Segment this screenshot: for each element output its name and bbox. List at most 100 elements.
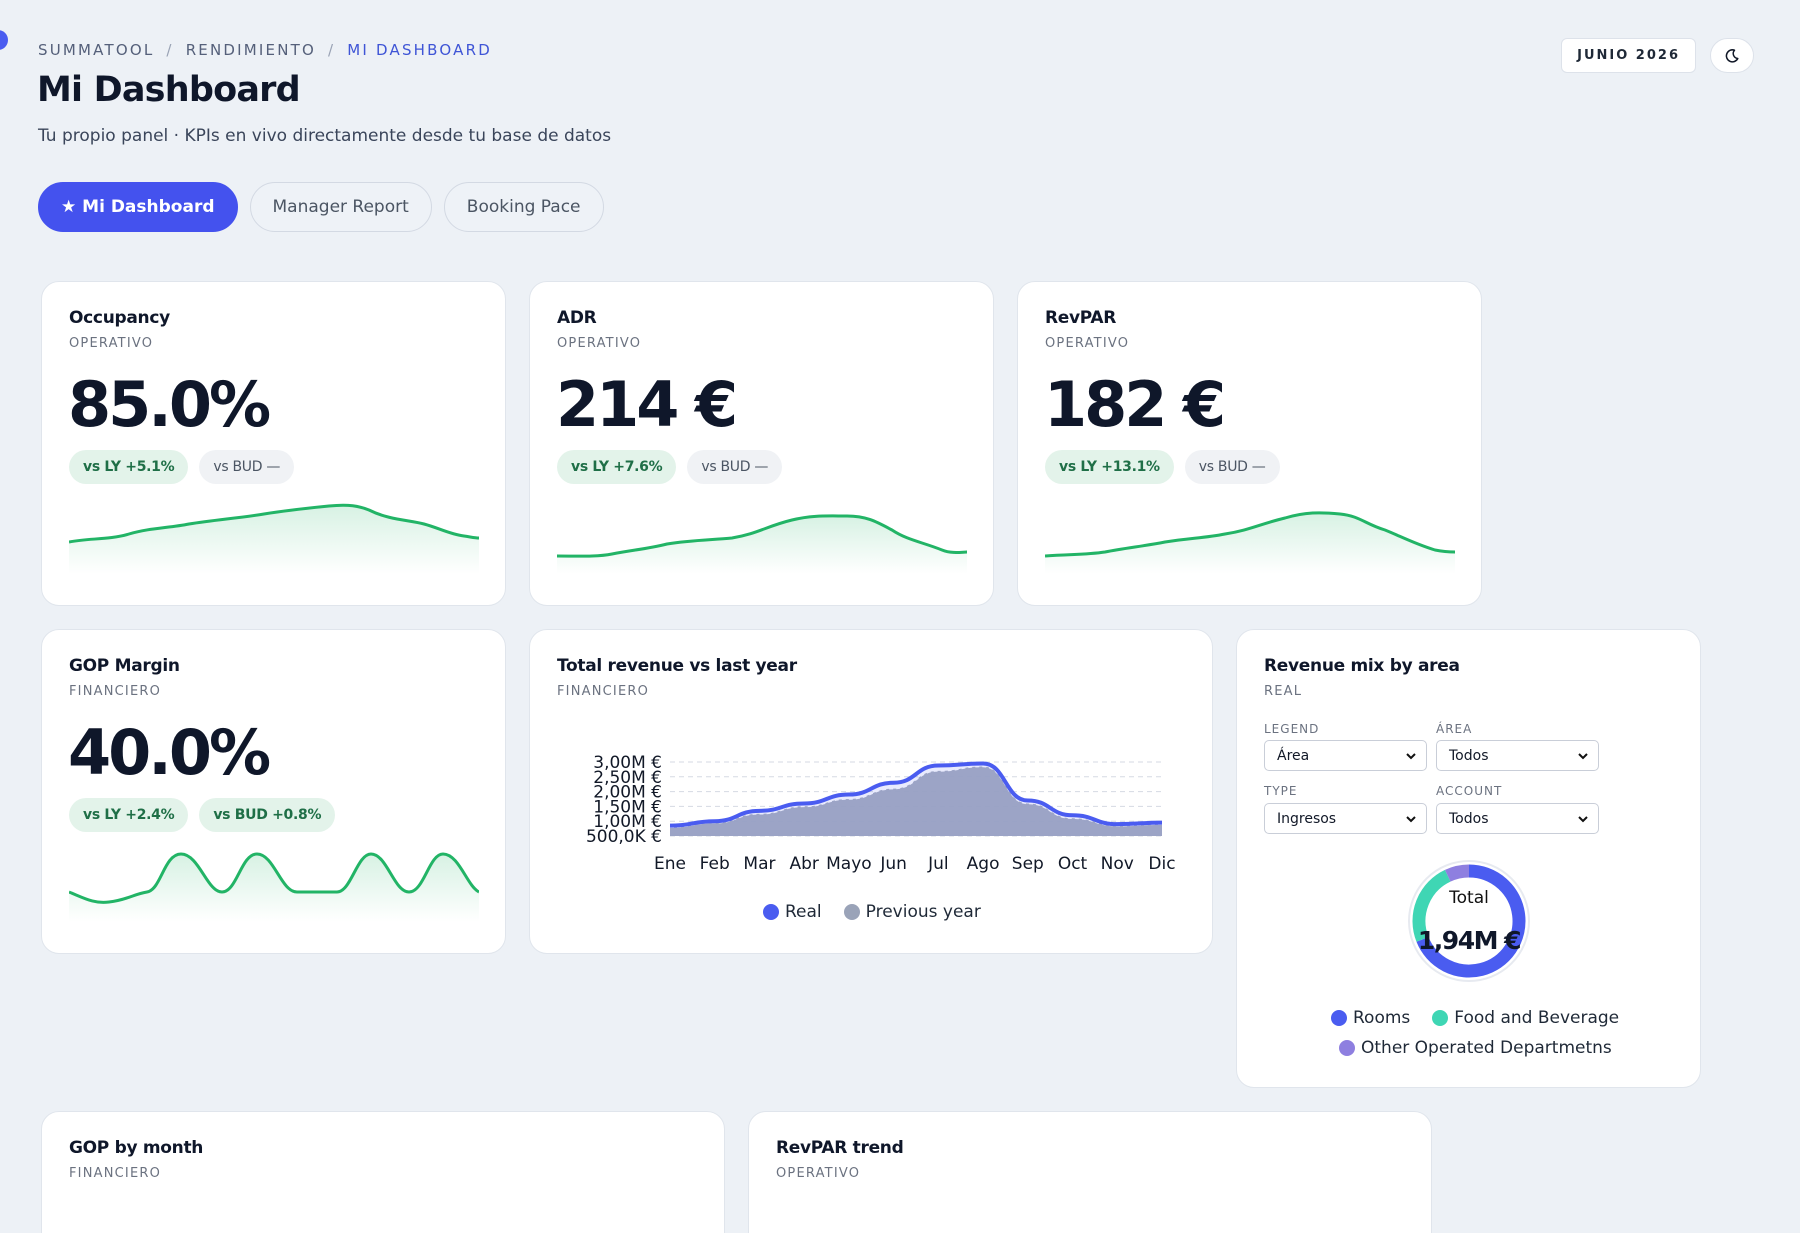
theme-toggle-button[interactable] <box>1710 38 1754 73</box>
card-title: RevPAR <box>1045 308 1117 328</box>
x-tick-label: Ene <box>654 854 686 874</box>
previous-year-area <box>670 766 1162 836</box>
x-tick-label: Jun <box>879 854 907 874</box>
chevron-down-icon <box>1406 753 1416 760</box>
mix-chart-legend: Rooms Food and Beverage <box>1331 1008 1619 1028</box>
card-title: Revenue mix by area <box>1264 656 1460 676</box>
x-tick-label: Oct <box>1058 854 1088 874</box>
legend-dot-real <box>763 904 779 920</box>
occupancy-sparkline <box>69 503 479 574</box>
legend-dot-previous-year <box>843 904 860 920</box>
chevron-down-icon <box>1578 816 1588 823</box>
legend-item-food-and-beverage[interactable]: Food and Beverage <box>1432 1008 1619 1028</box>
breadcrumb: SUMMATOOL / RENDIMIENTO / MI DASHBOARD <box>38 41 492 59</box>
x-tick-label: Ago <box>967 854 1000 874</box>
legend-dot-rooms <box>1331 1010 1347 1026</box>
gop-by-month-card[interactable]: GOP by month FINANCIERO <box>41 1111 725 1233</box>
vs-bud-badge: vs BUD — <box>1184 450 1280 484</box>
donut-shadow <box>1408 860 1530 982</box>
legend-item-other-operated[interactable]: Other Operated Departmetns <box>1339 1038 1612 1058</box>
select-value: Ingresos <box>1277 810 1337 827</box>
vs-ly-badge: vs LY +7.6% <box>557 450 677 484</box>
kpi-value: 214 € <box>556 368 738 441</box>
account-select[interactable]: Todos <box>1436 803 1599 834</box>
vs-ly-badge: vs LY +13.1% <box>1045 450 1174 484</box>
gop-margin-card[interactable]: GOP Margin FINANCIERO 40.0% vs LY +2.4% … <box>41 629 506 954</box>
x-tick-label: Mar <box>743 854 775 874</box>
legend-dot-other-operated <box>1339 1040 1355 1056</box>
x-tick-label: Sep <box>1012 854 1044 874</box>
tab-booking-pace[interactable]: Booking Pace <box>443 182 604 232</box>
tab-manager-report[interactable]: Manager Report <box>249 182 432 232</box>
page-subtitle: Tu propio panel · KPIs en vivo directame… <box>38 126 612 146</box>
card-category: OPERATIVO <box>557 336 642 351</box>
total-revenue-card[interactable]: Total revenue vs last year FINANCIERO 3,… <box>529 629 1213 954</box>
card-category: REAL <box>1264 684 1303 699</box>
revenue-area-chart[interactable]: 3,00M €2,50M €2,00M €1,50M €1,00M €500,0… <box>530 740 1214 910</box>
breadcrumb-root[interactable]: SUMMATOOL <box>38 41 155 59</box>
vs-bud-badge: vs BUD — <box>687 450 783 484</box>
select-value: Área <box>1277 747 1310 764</box>
card-category: OPERATIVO <box>1045 336 1130 351</box>
type-filter-label: TYPE <box>1264 784 1298 798</box>
adr-card[interactable]: ADR OPERATIVO 214 € vs LY +7.6% vs BUD — <box>529 281 994 606</box>
revpar-card[interactable]: RevPAR OPERATIVO 182 € vs LY +13.1% vs B… <box>1017 281 1482 606</box>
y-tick-label: 2,00M € <box>593 783 662 803</box>
x-tick-label: Jul <box>927 854 949 874</box>
type-select[interactable]: Ingresos <box>1264 803 1427 834</box>
legend-label: Other Operated Departmetns <box>1361 1038 1612 1058</box>
y-tick-label: 1,00M € <box>593 812 662 832</box>
header-actions: JUNIO 2026 <box>1561 38 1754 73</box>
chevron-down-icon <box>1406 816 1416 823</box>
donut-slice <box>1416 864 1526 978</box>
select-value: Todos <box>1449 747 1489 764</box>
legend-filter-label: LEGEND <box>1264 722 1320 736</box>
legend-select[interactable]: Área <box>1264 740 1427 771</box>
edge-indicator <box>0 30 8 50</box>
revpar-sparkline <box>1045 511 1455 574</box>
y-tick-label: 2,50M € <box>593 768 662 788</box>
revenue-mix-donut[interactable] <box>1399 856 1539 986</box>
select-value: Todos <box>1449 810 1489 827</box>
legend-item-rooms[interactable]: Rooms <box>1331 1008 1410 1028</box>
account-filter-label: ACCOUNT <box>1436 784 1503 798</box>
y-tick-label: 1,50M € <box>593 797 662 817</box>
legend-label: Previous year <box>865 902 981 922</box>
donut-slice <box>1444 864 1470 882</box>
card-category: FINANCIERO <box>69 684 162 699</box>
area-select[interactable]: Todos <box>1436 740 1599 771</box>
period-selector-button[interactable]: JUNIO 2026 <box>1561 38 1696 73</box>
dashboard-tabs: ★ Mi Dashboard Manager Report Booking Pa… <box>38 182 604 232</box>
adr-sparkline <box>557 514 967 574</box>
mix-chart-legend-row-2: Other Operated Departmetns <box>1339 1038 1612 1058</box>
donut-center-label: Total <box>1449 888 1489 908</box>
vs-bud-badge: vs BUD — <box>199 450 295 484</box>
occupancy-card[interactable]: Occupancy OPERATIVO 85.0% vs LY +5.1% vs… <box>41 281 506 606</box>
x-tick-label: Abr <box>789 854 818 874</box>
vs-ly-badge: vs LY +2.4% <box>69 798 189 832</box>
card-title: Occupancy <box>69 308 170 328</box>
legend-label: Rooms <box>1353 1008 1411 1028</box>
gop-margin-sparkline <box>69 852 479 922</box>
legend-item-previous-year[interactable]: Previous year <box>843 902 981 922</box>
donut-slice <box>1412 869 1451 942</box>
card-title: GOP by month <box>69 1138 204 1158</box>
breadcrumb-section[interactable]: RENDIMIENTO <box>185 41 317 59</box>
revenue-chart-legend: Real Previous year <box>763 902 981 922</box>
area-filter-label: ÁREA <box>1436 722 1473 736</box>
vs-bud-badge: vs BUD +0.8% <box>199 798 336 832</box>
legend-item-real[interactable]: Real <box>763 902 822 922</box>
card-title: GOP Margin <box>69 656 180 676</box>
tab-mi-dashboard[interactable]: ★ Mi Dashboard <box>38 182 238 232</box>
card-category: OPERATIVO <box>776 1166 861 1181</box>
card-category: FINANCIERO <box>69 1166 162 1181</box>
revpar-trend-card[interactable]: RevPAR trend OPERATIVO <box>748 1111 1432 1233</box>
moon-icon <box>1725 48 1739 63</box>
page-title: Mi Dashboard <box>37 70 301 110</box>
legend-label: Real <box>785 902 822 922</box>
x-tick-label: Mayo <box>826 854 872 874</box>
kpi-value: 40.0% <box>68 716 271 789</box>
x-tick-label: Nov <box>1101 854 1134 874</box>
revenue-mix-card[interactable]: Revenue mix by area REAL LEGEND Área ÁRE… <box>1236 629 1701 1088</box>
card-title: RevPAR trend <box>776 1138 904 1158</box>
